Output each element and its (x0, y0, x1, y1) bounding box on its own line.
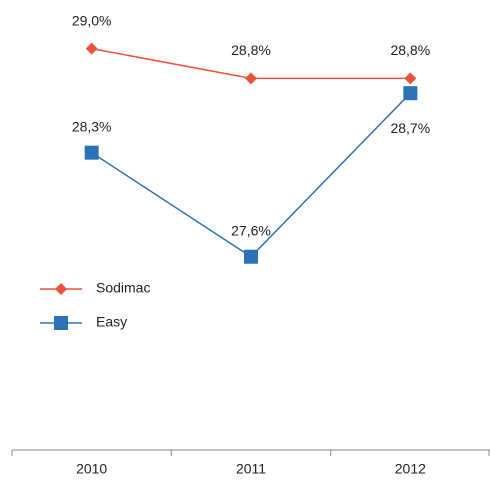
point (403, 86, 418, 101)
point (404, 72, 417, 85)
legend-marker (55, 283, 67, 295)
data-label: 29,0% (72, 12, 112, 28)
x-tick-label: 2012 (395, 461, 426, 477)
data-label: 28,8% (231, 42, 271, 58)
legend-label: Easy (96, 314, 127, 330)
legend-label: Sodimac (96, 280, 150, 296)
data-label: 28,3% (72, 118, 112, 134)
x-tick-label: 2010 (76, 461, 107, 477)
data-label: 28,8% (390, 42, 430, 58)
data-label: 27,6% (231, 222, 271, 238)
point (85, 42, 98, 55)
point (84, 145, 99, 160)
point (244, 249, 258, 264)
x-tick-label: 2011 (236, 461, 266, 477)
legend-marker (54, 316, 68, 330)
point (245, 72, 257, 85)
data-label: 28,7% (390, 120, 430, 136)
